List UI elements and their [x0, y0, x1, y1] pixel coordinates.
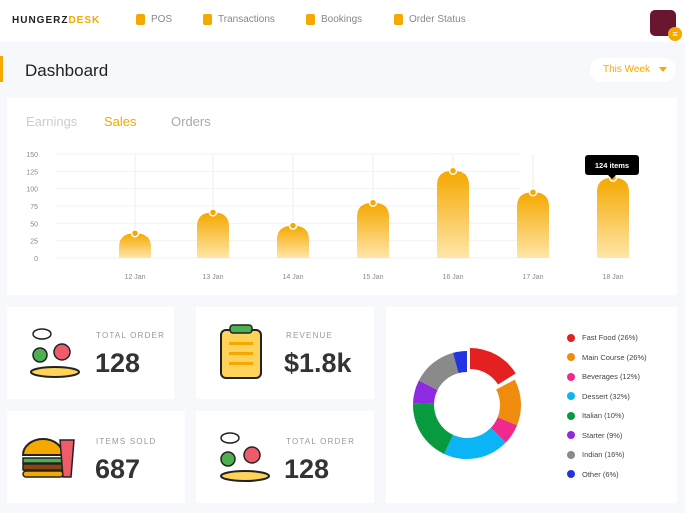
- bar-point[interactable]: [528, 188, 538, 197]
- caret-down-icon: [659, 67, 667, 72]
- nav-transactions[interactable]: Transactions: [203, 14, 275, 25]
- donut-slice[interactable]: [496, 379, 521, 426]
- bar[interactable]: [517, 192, 549, 258]
- category-donut-card: [386, 307, 677, 503]
- bar[interactable]: [357, 202, 389, 258]
- legend-item[interactable]: Starter (9%): [567, 431, 622, 440]
- cooking-pan-icon: [30, 328, 80, 378]
- legend-dot: [567, 392, 575, 400]
- bar[interactable]: [597, 177, 629, 258]
- bar-point[interactable]: [130, 228, 140, 238]
- bar[interactable]: [277, 225, 309, 258]
- tooltip-arrow: [608, 175, 616, 179]
- legend-item[interactable]: Indian (16%): [567, 450, 625, 459]
- page-title: Dashboard: [25, 61, 109, 80]
- y-tick-label: 25: [30, 239, 38, 246]
- stat-label: ITEMS SOLD: [96, 437, 157, 446]
- donut-slice[interactable]: [413, 380, 438, 404]
- period-select[interactable]: This Week: [590, 58, 676, 82]
- legend-label: Fast Food (26%): [582, 333, 638, 342]
- donut-slice[interactable]: [413, 403, 454, 454]
- legend-dot: [567, 353, 575, 361]
- legend-label: Other (6%): [582, 469, 619, 479]
- stat-label: TOTAL ORDER: [96, 331, 166, 340]
- hourglass-icon: [394, 14, 403, 25]
- tab-sales[interactable]: Sales: [104, 114, 137, 129]
- sales-bar-chart: 0 25 50 75 100 125 150 12 Jan 13 Jan 14 Jan 15 Jan…: [26, 152, 639, 281]
- bar-point[interactable]: [208, 208, 218, 217]
- y-tick-label: 50: [30, 221, 38, 228]
- cooking-pan-icon: [220, 432, 270, 482]
- legend-dot: [567, 470, 575, 478]
- legend-label: Beverages (12%): [582, 372, 640, 381]
- y-tick-label: 125: [26, 169, 38, 176]
- donut-slice[interactable]: [453, 351, 467, 374]
- x-tick-label: 15 Jan: [362, 274, 383, 281]
- stat-label: TOTAL ORDER: [286, 437, 356, 446]
- logo[interactable]: HUNGERZDESK: [12, 15, 101, 26]
- donut-slice[interactable]: [418, 352, 459, 391]
- donut-slice[interactable]: [444, 427, 506, 459]
- sales-chart-card: [7, 98, 677, 295]
- y-tick-label: 100: [26, 187, 38, 194]
- legend-item[interactable]: Fast Food (26%): [567, 333, 638, 342]
- legend-label: Italian (10%): [582, 411, 625, 420]
- legend-dot: [567, 372, 575, 381]
- legend-dot: [567, 431, 575, 439]
- y-tick-label: 150: [26, 152, 38, 159]
- category-donut-chart: [413, 348, 521, 459]
- x-tick-label: 16 Jan: [442, 274, 463, 281]
- legend-dot: [567, 450, 575, 459]
- legend-label: Indian (16%): [582, 450, 625, 459]
- clipboard-icon: [136, 14, 145, 25]
- bar[interactable]: [437, 170, 469, 258]
- legend-item[interactable]: Beverages (12%): [567, 372, 640, 381]
- y-tick-label: 75: [30, 204, 38, 211]
- avatar[interactable]: ≡: [650, 10, 682, 41]
- legend-label: Starter (9%): [582, 430, 623, 440]
- x-tick-label: 18 Jan: [602, 274, 623, 281]
- bar[interactable]: [119, 233, 151, 258]
- nav-bookings[interactable]: Bookings: [306, 14, 362, 25]
- stat-card-items-sold: [7, 411, 185, 503]
- legend-item[interactable]: Main Course (26%): [567, 353, 647, 362]
- bar-point[interactable]: [288, 221, 298, 230]
- bar-point[interactable]: [448, 166, 458, 176]
- legend-item[interactable]: Other (6%): [567, 470, 619, 479]
- y-tick-label: 0: [34, 256, 38, 263]
- title-accent: [0, 56, 3, 82]
- stat-value: 128: [284, 454, 330, 484]
- x-tick-label: 12 Jan: [124, 274, 145, 281]
- stat-value: $1.8k: [284, 348, 352, 378]
- legend-item[interactable]: Dessert (32%): [567, 392, 630, 401]
- legend-item[interactable]: Italian (10%): [567, 411, 624, 420]
- nav-order-status[interactable]: Order Status: [394, 14, 466, 25]
- bar[interactable]: [197, 212, 229, 258]
- clipboard-list-icon: [220, 324, 262, 379]
- burger-drink-icon: [21, 438, 75, 478]
- nav-pos[interactable]: POS: [136, 14, 172, 25]
- legend-dot: [567, 333, 575, 342]
- x-tick-label: 17 Jan: [522, 274, 543, 281]
- bar-point[interactable]: [368, 198, 378, 207]
- stat-label: REVENUE: [286, 331, 334, 340]
- legend-dot: [567, 411, 575, 420]
- stat-value: 128: [95, 348, 141, 378]
- donut-slice[interactable]: [470, 348, 516, 385]
- tooltip: [585, 155, 639, 175]
- legend-label: Main Course (26%): [582, 352, 647, 362]
- x-tick-label: 14 Jan: [282, 274, 303, 281]
- x-tick-label: 13 Jan: [202, 274, 223, 281]
- stat-value: 687: [95, 454, 141, 484]
- tab-earnings[interactable]: Earnings: [26, 114, 78, 129]
- legend-label: Dessert (32%): [582, 391, 630, 401]
- stat-icons: [21, 324, 270, 482]
- menu-icon[interactable]: ≡: [668, 27, 682, 41]
- tab-orders[interactable]: Orders: [171, 114, 211, 129]
- donut-slice[interactable]: [490, 417, 518, 443]
- wheelchair-icon: [306, 14, 315, 25]
- receipt-icon: [203, 14, 212, 25]
- tooltip-text: 124 items: [595, 161, 629, 170]
- top-bar: HUNGERZDESK POS Transactions Bookings Or…: [0, 0, 685, 42]
